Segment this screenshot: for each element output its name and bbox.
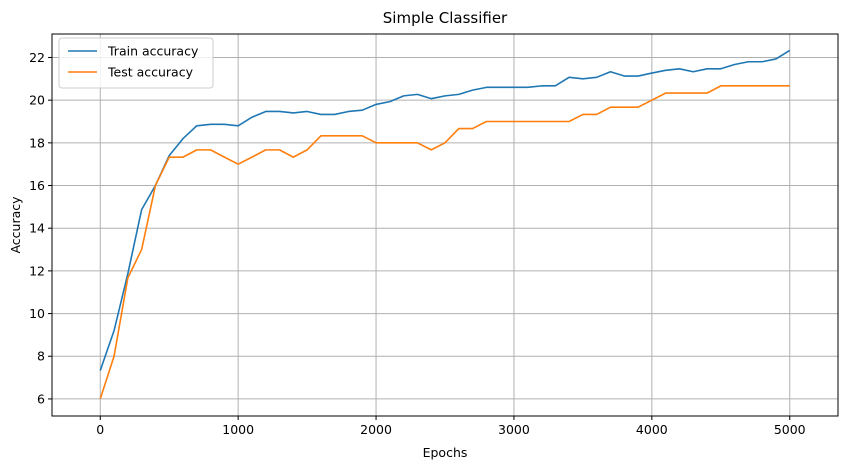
series-line-test-accuracy <box>99 85 790 400</box>
y-tick-label: 18 <box>29 135 45 150</box>
series-lines <box>99 49 791 400</box>
y-tick-label: 12 <box>29 263 45 278</box>
series-line-train-accuracy <box>99 49 791 371</box>
x-tick-label: 1000 <box>222 422 254 437</box>
y-tick-label: 6 <box>37 391 45 406</box>
y-tick-label: 22 <box>29 50 45 65</box>
legend-label-train: Train accuracy <box>107 44 199 59</box>
y-tick-label: 14 <box>29 221 45 236</box>
legend: Train accuracy Test accuracy <box>58 37 214 89</box>
chart-title: Simple Classifier <box>383 9 508 27</box>
legend-label-test: Test accuracy <box>107 65 194 80</box>
y-tick-label: 20 <box>29 93 45 108</box>
x-tick-label: 2000 <box>360 422 392 437</box>
x-axis-label: Epochs <box>423 445 468 460</box>
x-tick-label: 3000 <box>498 422 530 437</box>
legend-box <box>58 37 214 89</box>
y-tick-label: 16 <box>29 178 45 193</box>
grid <box>52 34 838 416</box>
y-axis-label: Accuracy <box>8 196 23 254</box>
x-tick-label: 5000 <box>774 422 806 437</box>
plot-frame <box>51 33 839 417</box>
x-tick-label: 0 <box>96 422 104 437</box>
y-tick-label: 10 <box>29 306 45 321</box>
y-axis-ticks: 6 8 10 12 14 16 18 20 22 <box>29 50 52 406</box>
x-tick-label: 4000 <box>636 422 668 437</box>
x-axis-ticks: 0 1000 2000 3000 4000 5000 <box>96 416 806 437</box>
y-tick-label: 8 <box>37 349 45 364</box>
